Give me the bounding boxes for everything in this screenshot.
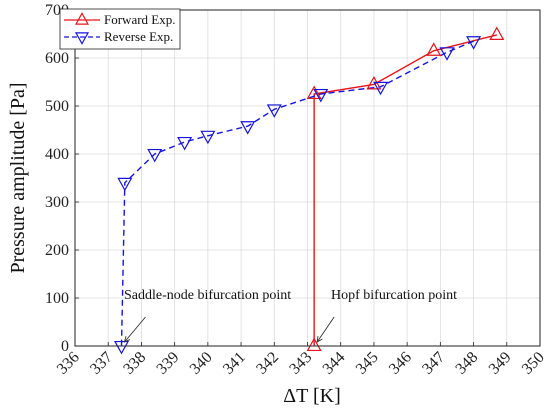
data-point [306,337,322,352]
series-line [120,40,474,347]
x-tick-label: 343 [286,349,315,378]
x-tick-label: 347 [419,349,448,378]
x-tick-label: 349 [486,349,515,378]
legend-label: Reverse Exp. [104,29,173,44]
x-axis-label: ΔT [K] [283,385,340,407]
annotation-label: Hopf bifurcation point [331,288,457,303]
legend-box [59,8,181,50]
data-point [489,26,505,41]
x-tick-label: 345 [353,349,382,378]
data-point [240,121,256,135]
annotation-arrow-head [316,335,323,343]
legend-swatch-marker [74,12,90,25]
x-tick-label: 341 [220,349,249,378]
data-point [426,42,442,56]
y-axis-label: Pressure amplitude [Pa] [7,82,29,273]
y-tick-label: 100 [45,290,69,307]
y-tick-label: 600 [45,50,69,67]
data-point [117,177,133,192]
data-point [200,130,216,145]
x-tick-label: 342 [253,349,282,378]
data-point [373,81,389,96]
series-line [313,34,497,346]
y-tick-label: 400 [45,146,69,163]
annotation-arrow-line [124,316,146,343]
data-point [466,36,482,50]
data-point [177,136,193,151]
annotations: Saddle-node bifurcation point Hopf bifurc… [123,288,457,343]
x-tick-label: 338 [120,349,149,378]
x-tick-label: 339 [153,349,182,378]
data-point [306,85,322,100]
x-tick-label: 346 [386,349,415,378]
legend: Forward Exp. Reverse Exp. [59,8,181,50]
x-axis-ticks: 336 337 338 339 340 341 342 343 344 345 346 347 348 3… [54,342,548,378]
legend-swatch-marker [74,32,90,45]
annotation-arrow-head [123,336,131,343]
x-tick-label: 348 [452,349,481,378]
x-tick-label: 350 [519,349,548,378]
data-point [366,75,382,90]
y-tick-label: 500 [45,98,69,115]
y-tick-label: 300 [45,194,69,211]
data-point [266,104,282,118]
data-point [147,148,163,163]
x-tick-label: 337 [87,349,116,378]
data-point [113,340,130,355]
annotation-arrow-line [316,316,335,343]
y-tick-label: 0 [61,338,69,355]
x-tick-label: 340 [187,349,216,378]
series-lines [120,34,497,347]
x-tick-label: 344 [320,349,349,378]
data-point [313,88,329,103]
legend-label: Forward Exp. [104,12,176,27]
y-tick-label: 200 [45,242,69,259]
annotation-label: Saddle-node bifurcation point [124,288,291,303]
data-point [439,47,455,61]
markers [113,26,505,355]
